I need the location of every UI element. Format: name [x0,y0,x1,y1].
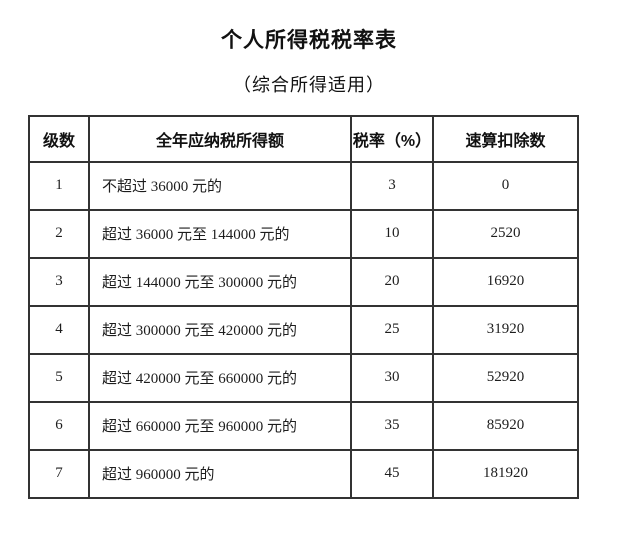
table-header-row: 级数 全年应纳税所得额 税率（%） 速算扣除数 [28,114,579,163]
cell-income-range: 不超过 36000 元的 [88,160,352,211]
cell-quick-deduction: 181920 [432,448,579,499]
table-row: 5 超过 420000 元至 660000 元的 30 52920 [28,352,579,403]
table-row: 6 超过 660000 元至 960000 元的 35 85920 [28,400,579,451]
table-row: 7 超过 960000 元的 45 181920 [28,448,579,499]
tax-rate-table: 级数 全年应纳税所得额 税率（%） 速算扣除数 1 不超过 36000 元的 3… [28,114,579,499]
table-row: 3 超过 144000 元至 300000 元的 20 16920 [28,256,579,307]
cell-level: 6 [28,400,90,451]
cell-tax-rate: 3 [350,160,434,211]
cell-quick-deduction: 0 [432,160,579,211]
cell-level: 1 [28,160,90,211]
cell-tax-rate: 20 [350,256,434,307]
cell-level: 5 [28,352,90,403]
cell-level: 7 [28,448,90,499]
cell-quick-deduction: 16920 [432,256,579,307]
table-row: 2 超过 36000 元至 144000 元的 10 2520 [28,208,579,259]
cell-income-range: 超过 144000 元至 300000 元的 [88,256,352,307]
cell-quick-deduction: 52920 [432,352,579,403]
cell-level: 3 [28,256,90,307]
cell-income-range: 超过 420000 元至 660000 元的 [88,352,352,403]
cell-tax-rate: 35 [350,400,434,451]
cell-quick-deduction: 85920 [432,400,579,451]
page-subtitle: （综合所得适用） [233,75,385,96]
header-level: 级数 [28,114,90,163]
cell-income-range: 超过 660000 元至 960000 元的 [88,400,352,451]
cell-income-range: 超过 300000 元至 420000 元的 [88,304,352,355]
page-title: 个人所得税税率表 [221,28,397,52]
cell-level: 2 [28,208,90,259]
cell-tax-rate: 30 [350,352,434,403]
table-row: 4 超过 300000 元至 420000 元的 25 31920 [28,304,579,355]
table-row: 1 不超过 36000 元的 3 0 [28,160,579,211]
header-quick-deduction: 速算扣除数 [432,114,579,163]
cell-tax-rate: 25 [350,304,434,355]
header-tax-rate: 税率（%） [350,114,434,163]
cell-quick-deduction: 31920 [432,304,579,355]
cell-quick-deduction: 2520 [432,208,579,259]
header-annual-taxable-income: 全年应纳税所得额 [88,114,352,163]
cell-income-range: 超过 36000 元至 144000 元的 [88,208,352,259]
cell-income-range: 超过 960000 元的 [88,448,352,499]
cell-tax-rate: 10 [350,208,434,259]
cell-level: 4 [28,304,90,355]
cell-tax-rate: 45 [350,448,434,499]
